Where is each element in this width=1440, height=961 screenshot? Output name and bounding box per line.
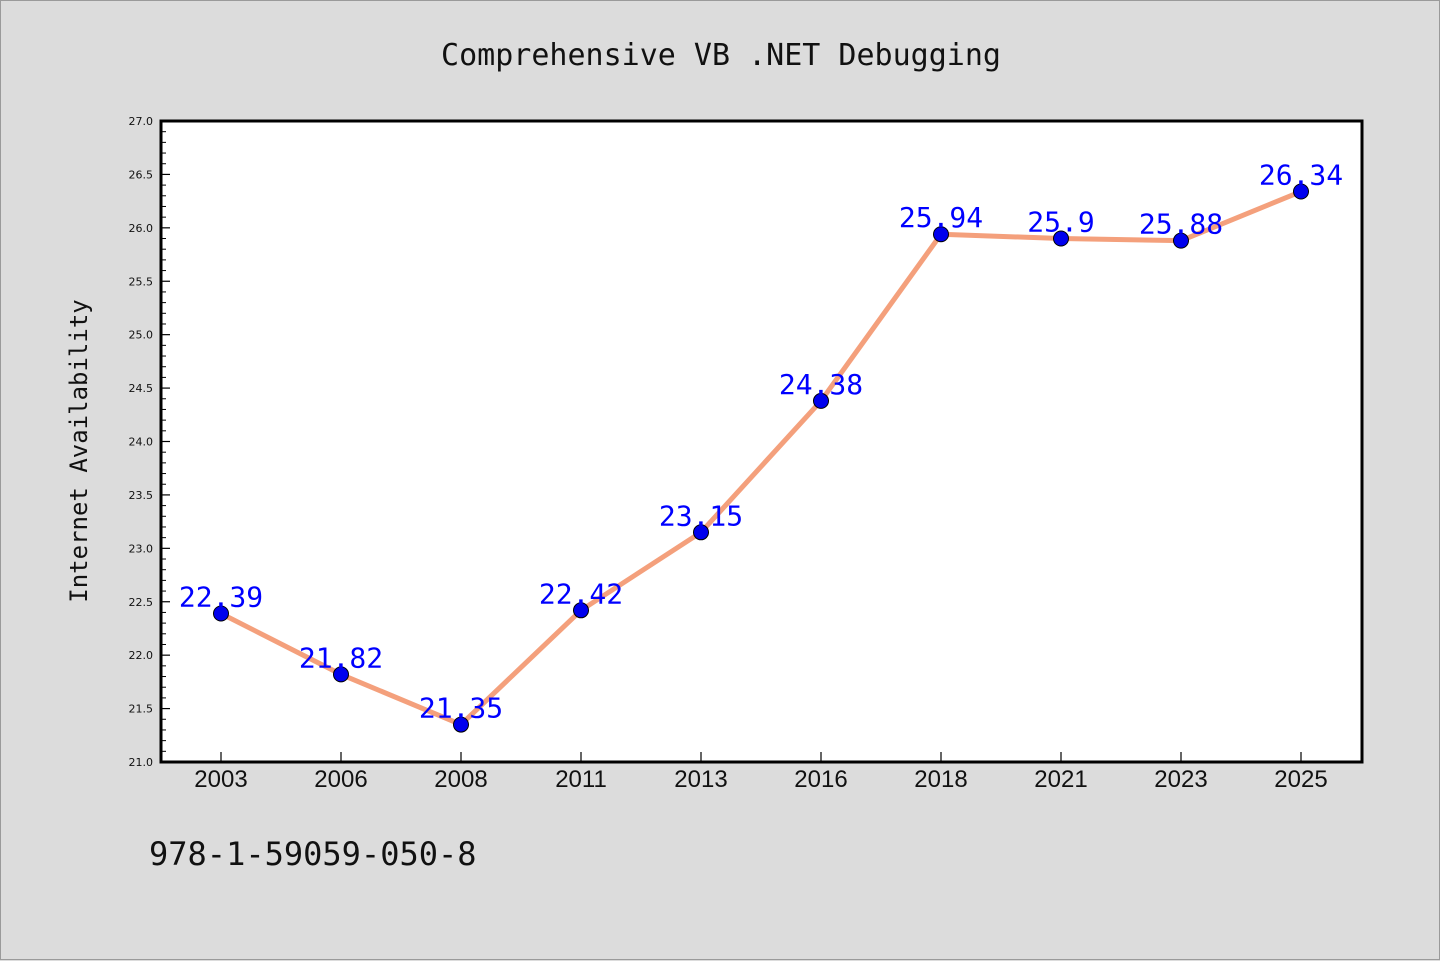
y-tick-label: 26.5 xyxy=(129,168,154,181)
series-line xyxy=(218,189,1304,728)
data-label: 26.34 xyxy=(1259,159,1343,192)
data-label: 22.42 xyxy=(539,577,623,610)
y-axis-label: Internet Availability xyxy=(65,299,93,602)
y-tick-label: 27.0 xyxy=(129,115,154,128)
isbn-annotation: 978-1-59059-050-8 xyxy=(149,835,477,873)
y-tick-label: 25.5 xyxy=(129,275,154,288)
x-tick-label: 2008 xyxy=(434,766,487,793)
data-point-marker xyxy=(933,226,949,243)
x-tick-label: 2003 xyxy=(194,766,247,793)
y-tick-label: 24.0 xyxy=(129,436,154,449)
data-point-marker xyxy=(453,716,469,733)
y-tick-label: 22.5 xyxy=(129,596,154,609)
data-label: 23.15 xyxy=(659,499,743,532)
y-tick-label: 21.5 xyxy=(129,703,154,716)
series-layer: 22.39 21.82 21.35 22.42 23.15 24.38 25.94 25.9 2… xyxy=(179,159,1343,733)
y-axis: 21.0 21.5 22.0 22.5 23.0 23.5 24.0 24.5 25.0 25.5… xyxy=(129,115,170,769)
data-label: 25.88 xyxy=(1139,208,1223,241)
data-point-marker xyxy=(1053,230,1069,247)
data-point-marker xyxy=(573,602,589,619)
y-tick-label: 22.0 xyxy=(129,649,154,662)
data-label: 25.9 xyxy=(1027,206,1094,239)
data-label: 21.35 xyxy=(419,692,503,725)
data-point-marker xyxy=(693,524,709,541)
data-point-marker xyxy=(213,605,229,622)
y-tick-label: 23.0 xyxy=(129,542,154,555)
data-label: 22.39 xyxy=(179,581,263,614)
y-tick-label: 24.5 xyxy=(129,382,154,395)
x-tick-label: 2023 xyxy=(1154,766,1207,793)
data-point-marker xyxy=(333,666,349,683)
data-point-marker xyxy=(1173,232,1189,249)
x-tick-label: 2018 xyxy=(914,766,967,793)
data-label: 21.82 xyxy=(299,641,383,674)
x-tick-label: 2006 xyxy=(314,766,367,793)
y-tick-label: 23.5 xyxy=(129,489,154,502)
x-tick-label: 2021 xyxy=(1034,766,1087,793)
data-point-marker xyxy=(813,392,829,409)
x-tick-label: 2025 xyxy=(1274,766,1327,793)
y-tick-label: 25.0 xyxy=(129,329,154,342)
x-tick-label: 2013 xyxy=(674,766,727,793)
plot-area xyxy=(159,119,1364,764)
x-tick-label: 2016 xyxy=(794,766,847,793)
chart-title: Comprehensive VB .NET Debugging xyxy=(441,38,1001,73)
data-point-marker xyxy=(1293,183,1309,200)
y-tick-label: 26.0 xyxy=(129,222,154,235)
x-tick-label: 2011 xyxy=(555,766,607,793)
x-axis: 2003 2006 2008 2011 2013 2016 2018 2021 2023 2025 xyxy=(194,752,1328,793)
y-tick-label: 21.0 xyxy=(129,756,154,769)
data-label: 24.38 xyxy=(779,368,863,401)
data-label: 25.94 xyxy=(899,201,983,234)
